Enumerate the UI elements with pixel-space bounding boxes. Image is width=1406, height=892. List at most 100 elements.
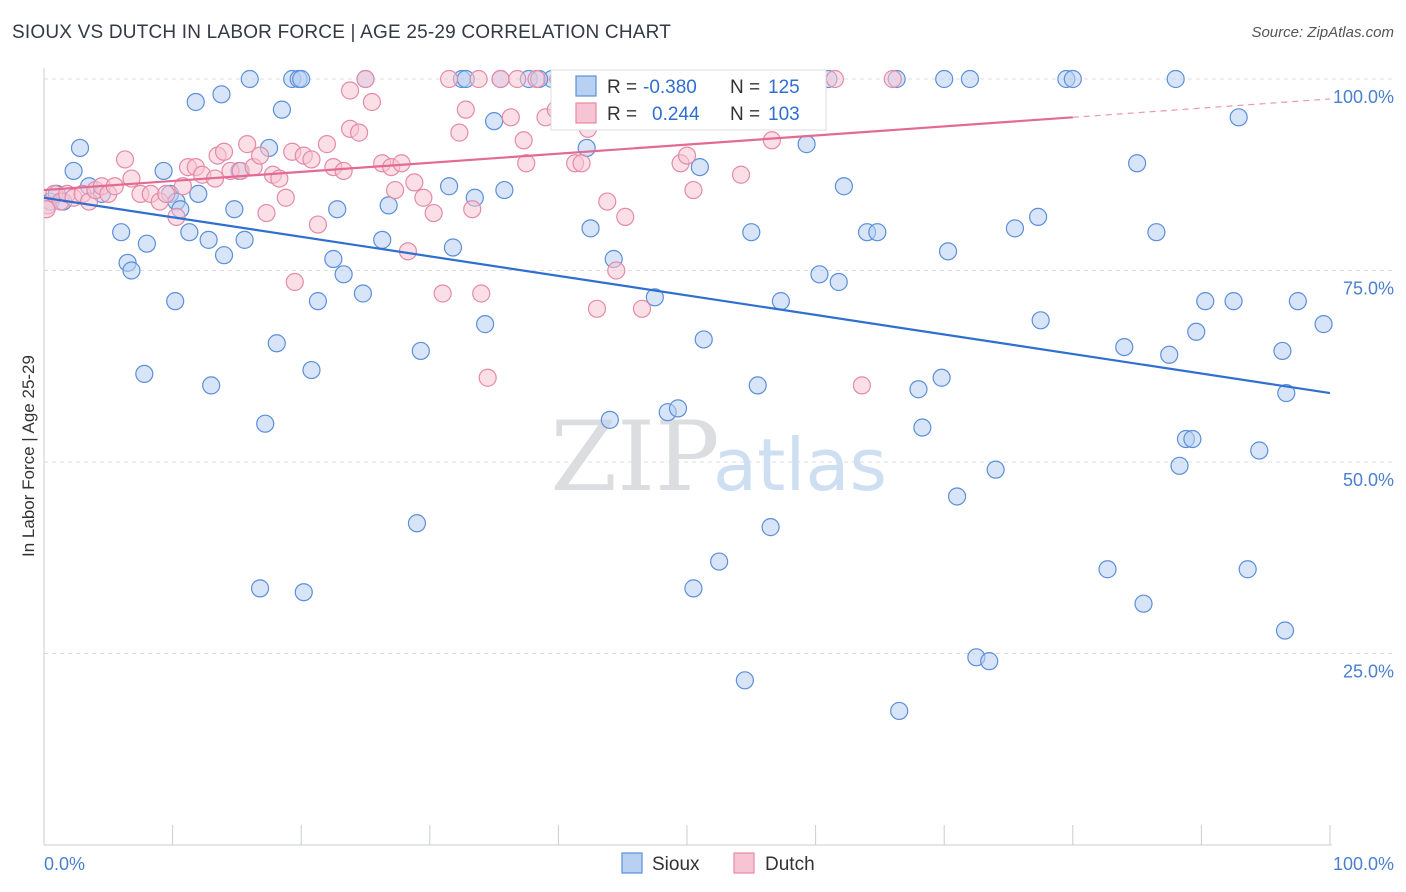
dutch-point	[527, 69, 546, 89]
sioux-point	[935, 69, 954, 89]
sioux-point	[1134, 594, 1153, 613]
sioux-point	[645, 288, 664, 307]
bottom-legend-label-sioux: Sioux	[652, 854, 700, 875]
sioux-point	[135, 364, 154, 384]
sioux-point	[810, 265, 829, 284]
sioux-point	[235, 230, 254, 249]
sioux-point	[890, 701, 909, 721]
dutch-point	[501, 108, 520, 127]
sioux-point	[694, 330, 713, 349]
sioux-point	[684, 579, 703, 598]
sioux-point	[186, 92, 205, 112]
dutch-point	[587, 299, 607, 318]
sioux-point	[294, 583, 313, 602]
sioux-point	[411, 341, 430, 361]
dutch-point	[825, 69, 844, 89]
dutch-point	[317, 135, 337, 154]
y-tick-label-100: 100.0%	[1333, 87, 1394, 107]
sioux-point	[1063, 69, 1082, 89]
dutch-point	[334, 161, 353, 181]
dutch-point	[514, 131, 533, 150]
legend-r-value-sioux: -0.380	[643, 77, 697, 98]
x-tick-label-max: 100.0%	[1333, 854, 1394, 874]
sioux-point	[328, 200, 347, 219]
y-tick-label-50: 50.0%	[1343, 470, 1394, 490]
bottom-legend-swatch-sioux	[621, 852, 643, 874]
sioux-point	[581, 219, 600, 238]
sioux-point	[947, 487, 967, 506]
sioux-point	[1275, 621, 1295, 640]
dutch-point	[439, 69, 459, 89]
sioux-point	[225, 200, 244, 219]
legend-r-value-dutch: 0.244	[652, 104, 700, 125]
dutch-point	[632, 299, 652, 318]
sioux-point	[334, 265, 353, 284]
sioux-point	[1277, 383, 1296, 403]
dutch-point	[285, 272, 304, 292]
dutch-point	[684, 180, 703, 200]
legend-r-label-dutch: R =	[607, 104, 637, 125]
sioux-point	[1183, 429, 1202, 449]
y-tick-label-25: 25.0%	[1343, 662, 1394, 682]
dutch-point	[424, 203, 443, 223]
sioux-point	[1229, 108, 1248, 127]
bottom-legend-label-dutch: Dutch	[765, 854, 815, 875]
series-legend: Sioux Dutch	[621, 852, 815, 875]
sioux-point	[1238, 560, 1257, 579]
sioux-point	[112, 223, 131, 242]
x-tick-label-min: 0.0%	[44, 854, 85, 874]
sioux-point	[913, 418, 932, 437]
sioux-point	[577, 138, 596, 158]
legend-swatch-sioux	[575, 75, 597, 97]
sioux-point	[373, 230, 392, 249]
sioux-point	[1170, 456, 1189, 475]
sioux-point	[475, 315, 495, 334]
legend-swatch-dutch	[575, 102, 597, 124]
sioux-point	[353, 284, 373, 303]
dutch-point	[472, 284, 491, 303]
y-axis-label: In Labor Force | Age 25-29	[19, 355, 38, 557]
dutch-point	[157, 184, 176, 203]
dutch-point	[385, 180, 405, 200]
sioux-point	[379, 196, 398, 215]
dutch-point	[883, 69, 902, 89]
sioux-point	[690, 157, 709, 177]
sioux-point	[189, 184, 208, 203]
legend-box	[550, 69, 827, 131]
dutch-point	[616, 207, 635, 226]
dutch-point	[340, 81, 360, 100]
sioux-point	[1160, 345, 1179, 364]
dutch-point	[308, 215, 328, 234]
sioux-point	[154, 161, 173, 181]
sioux-point	[771, 292, 790, 311]
sioux-point	[1314, 315, 1333, 334]
dutch-point	[491, 69, 510, 89]
dutch-point	[450, 123, 469, 142]
dutch-point	[214, 142, 234, 161]
sioux-point	[485, 112, 504, 131]
watermark-zip: ZIP	[550, 401, 719, 513]
dutch-point	[762, 131, 781, 150]
dutch-point	[44, 200, 56, 219]
dutch-point	[731, 165, 751, 184]
bottom-legend-swatch-dutch	[733, 852, 755, 874]
sioux-trend-line	[43, 196, 1331, 395]
sioux-point	[407, 514, 427, 533]
sioux-point	[240, 69, 259, 89]
sioux-point	[909, 380, 928, 399]
sioux-point	[70, 138, 90, 158]
sioux-point	[1098, 560, 1117, 579]
trend-lines	[43, 98, 1331, 395]
y-tick-labels: 25.0% 50.0% 75.0% 100.0%	[1333, 87, 1394, 682]
sioux-point	[829, 272, 848, 292]
sioux-point	[439, 177, 459, 196]
sioux-point	[122, 261, 141, 280]
dutch-point	[405, 173, 424, 192]
sioux-point	[180, 223, 199, 242]
sioux-point	[932, 368, 951, 387]
sioux-point	[214, 246, 234, 265]
sioux-point	[199, 230, 218, 249]
sioux-point	[1166, 69, 1185, 89]
sioux-point	[250, 579, 270, 598]
